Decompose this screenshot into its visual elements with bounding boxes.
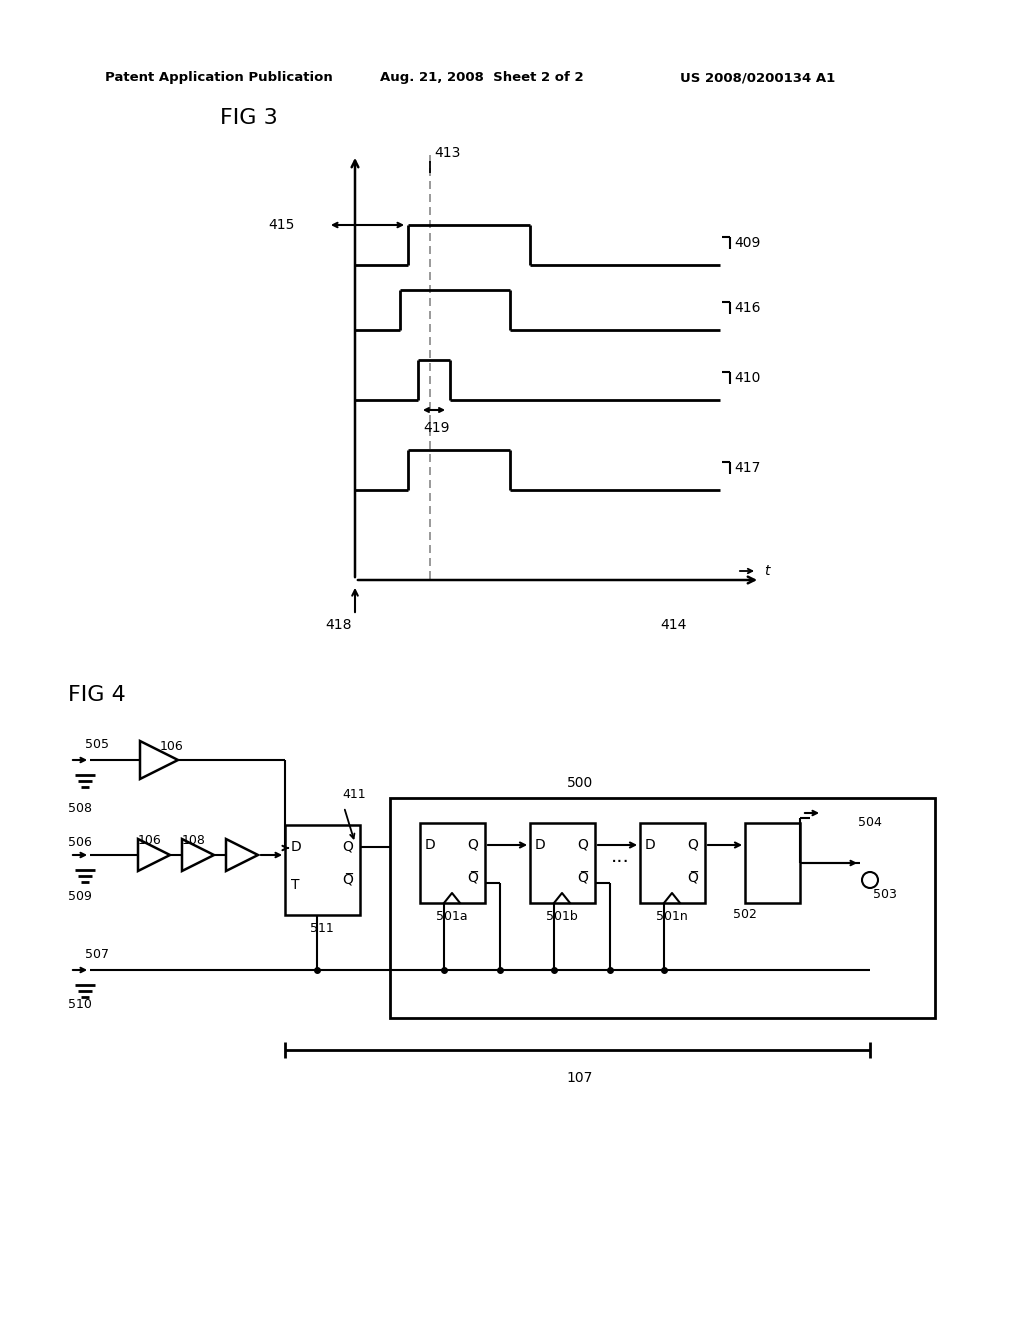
Text: 503: 503 (873, 888, 897, 902)
Text: 413: 413 (434, 147, 461, 160)
Text: 411: 411 (342, 788, 366, 801)
Text: 106: 106 (138, 833, 162, 846)
Text: FIG 4: FIG 4 (68, 685, 126, 705)
Text: 510: 510 (68, 998, 92, 1011)
Bar (420, 822, 485, 903)
Text: D: D (645, 838, 655, 851)
Text: 416: 416 (734, 301, 761, 315)
Text: 501n: 501n (656, 911, 688, 924)
Bar (285, 825, 360, 915)
Text: 504: 504 (858, 817, 882, 829)
Text: 417: 417 (734, 461, 761, 475)
Text: Patent Application Publication: Patent Application Publication (105, 71, 333, 84)
Text: 419: 419 (423, 421, 450, 436)
Bar (390, 799, 935, 1018)
Text: 509: 509 (68, 890, 92, 903)
Text: FIG 3: FIG 3 (220, 108, 278, 128)
Text: 414: 414 (660, 618, 686, 632)
Text: Q: Q (467, 838, 478, 851)
Text: Q: Q (342, 840, 353, 854)
Text: Q̅: Q̅ (342, 873, 353, 887)
Text: US 2008/0200134 A1: US 2008/0200134 A1 (680, 71, 836, 84)
Text: 418: 418 (325, 618, 351, 632)
Text: Q: Q (687, 838, 698, 851)
Text: Q̅: Q̅ (687, 871, 698, 884)
Text: Q̅: Q̅ (467, 871, 478, 884)
Text: 108: 108 (182, 833, 206, 846)
Text: 506: 506 (68, 836, 92, 849)
Text: ···: ··· (610, 854, 630, 873)
Text: 511: 511 (310, 923, 334, 936)
Text: 107: 107 (567, 1071, 593, 1085)
Text: Q̅: Q̅ (577, 871, 588, 884)
Text: Aug. 21, 2008  Sheet 2 of 2: Aug. 21, 2008 Sheet 2 of 2 (380, 71, 584, 84)
Text: 505: 505 (85, 738, 109, 751)
Text: T: T (291, 878, 299, 892)
Bar (530, 822, 595, 903)
Text: 106: 106 (160, 741, 183, 754)
Text: D: D (291, 840, 302, 854)
Text: Q: Q (577, 838, 588, 851)
Bar (745, 822, 800, 903)
Text: 502: 502 (733, 908, 757, 921)
Text: 410: 410 (734, 371, 761, 385)
Text: t: t (764, 564, 769, 578)
Text: D: D (425, 838, 436, 851)
Text: D: D (535, 838, 546, 851)
Text: 500: 500 (567, 776, 593, 789)
Text: 508: 508 (68, 801, 92, 814)
Text: 409: 409 (734, 236, 761, 249)
Text: 415: 415 (268, 218, 294, 232)
Text: 501b: 501b (546, 911, 578, 924)
Text: 501a: 501a (436, 911, 468, 924)
Bar (640, 822, 705, 903)
Text: 507: 507 (85, 949, 109, 961)
